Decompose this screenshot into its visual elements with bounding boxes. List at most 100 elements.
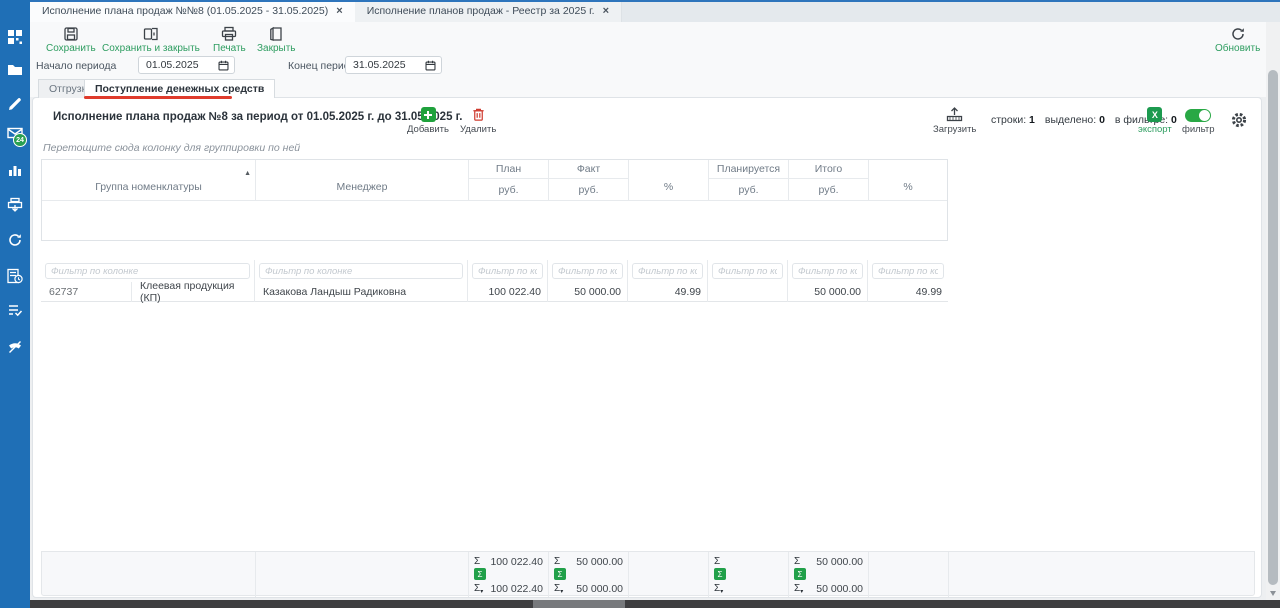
calendar-icon[interactable] [218, 60, 229, 71]
tab-plan-execution[interactable]: Исполнение плана продаж №№8 (01.05.2025 … [30, 0, 355, 22]
filter-input-plan[interactable] [472, 263, 543, 279]
export-excel-button[interactable]: X экспорт [1138, 107, 1172, 135]
total-sum: 50 000.00 [816, 556, 863, 568]
footer-plan-cell: Σ 100 022.40 Σ Σ▾ 100 022.40 [468, 552, 548, 597]
horizontal-scrollbar-thumb[interactable] [533, 600, 625, 608]
filtered-sigma: Σ▾ [554, 583, 563, 595]
sidebar-item-phone[interactable] [7, 339, 23, 355]
footer-divider [255, 552, 256, 597]
tab-close-icon[interactable]: × [336, 4, 343, 17]
close-label: Закрыть [257, 43, 296, 54]
sigma-badge-glyph: Σ [477, 569, 483, 579]
sum-menu-button[interactable]: Σ [794, 568, 806, 580]
sigma-glyph: Σ [474, 583, 481, 594]
sigma-glyph: Σ [714, 583, 721, 594]
rub-label: руб. [818, 183, 839, 196]
period-end-input[interactable] [345, 56, 442, 74]
delete-row-button[interactable]: Удалить [460, 107, 496, 135]
calendar-icon[interactable] [425, 60, 436, 71]
table-row[interactable]: 62737 Клеевая продукция (КП) Казакова Ла… [41, 280, 948, 304]
sum-menu-button[interactable]: Σ [474, 568, 486, 580]
filter-input-fact[interactable] [552, 263, 623, 279]
sigma-mark: ▾ [480, 589, 484, 595]
filter-input-group[interactable] [45, 263, 250, 279]
filter-toggle[interactable] [1185, 109, 1212, 122]
save-icon [64, 27, 78, 41]
sync-icon [9, 234, 21, 246]
period-start-input[interactable] [138, 56, 235, 74]
tab-label: Исполнение плана продаж №№8 (01.05.2025 … [42, 5, 329, 17]
add-row-button[interactable]: Добавить [407, 107, 449, 135]
filter-input-manager[interactable] [259, 263, 463, 279]
window-tabbar: Исполнение плана продаж №№8 (01.05.2025 … [30, 0, 1280, 22]
filter-cell-total-pct [867, 260, 948, 282]
filter-label: фильтр [1182, 124, 1215, 135]
scrollbar-down-arrow[interactable] [1270, 591, 1276, 596]
col-header-total[interactable]: Итого [788, 160, 868, 179]
toolbar: Сохранить Сохранить и закрыть Печать Зак… [30, 24, 1280, 56]
col-header-manager[interactable]: Менеджер [255, 160, 468, 200]
active-tab-underline [84, 96, 232, 99]
print-button[interactable]: Печать [213, 26, 246, 54]
total-filtered-sum: 50 000.00 [816, 583, 863, 595]
sort-asc-icon[interactable]: ▲ [244, 170, 251, 177]
refresh-button[interactable]: Обновить [1215, 26, 1260, 54]
col-subheader-total-rub: руб. [788, 179, 868, 200]
col-header-planned[interactable]: Планируется [708, 160, 788, 179]
col-subheader-planned-rub: руб. [708, 179, 788, 200]
sigma-glyph: Σ [554, 583, 561, 594]
save-close-label: Сохранить и закрыть [102, 43, 200, 54]
tab-plans-registry[interactable]: Исполнение планов продаж - Реестр за 202… [354, 0, 622, 22]
vertical-scrollbar[interactable] [1266, 22, 1280, 600]
sigma-badge-glyph: Σ [557, 569, 563, 579]
filter-input-planned[interactable] [712, 263, 783, 279]
period-start-field[interactable] [139, 59, 209, 71]
save-close-button[interactable]: Сохранить и закрыть [102, 26, 200, 54]
plan-filtered-sum: 100 022.40 [490, 583, 543, 595]
filter-input-total[interactable] [792, 263, 863, 279]
period-end-field[interactable] [346, 59, 416, 71]
col-header-fact[interactable]: Факт [548, 160, 628, 179]
sidebar-item-calculator[interactable] [7, 268, 23, 284]
col-pct-label: % [663, 181, 674, 193]
tab-cash-receipts[interactable]: Поступление денежных средств [84, 79, 276, 98]
refresh-icon [1231, 28, 1244, 40]
col-plan-label: План [495, 163, 522, 175]
col-group-label: Группа номенклатуры [95, 181, 202, 193]
sum-menu-button[interactable]: Σ [554, 568, 566, 580]
filter-input-plan-pct[interactable] [632, 263, 703, 279]
save-button[interactable]: Сохранить [46, 26, 96, 54]
cell-group: Клеевая продукция (КП) [131, 280, 254, 304]
sidebar-item-print-queue[interactable] [7, 197, 23, 213]
add-label: Добавить [407, 124, 449, 135]
col-header-plan-pct[interactable]: % [628, 160, 708, 200]
col-header-total-pct[interactable]: % [868, 160, 947, 200]
vertical-scrollbar-thumb[interactable] [1268, 70, 1278, 585]
sidebar-item-apps[interactable] [7, 29, 23, 45]
upload-icon [947, 107, 963, 122]
sum-sigma: Σ [554, 556, 561, 567]
tab-close-icon[interactable]: × [602, 4, 609, 17]
horizontal-scrollbar[interactable] [30, 600, 1280, 608]
col-total-label: Итого [814, 163, 843, 175]
col-header-group[interactable]: Группа номенклатуры ▲ [42, 160, 255, 200]
sum-menu-button[interactable]: Σ [714, 568, 726, 580]
sidebar-item-files[interactable] [7, 62, 23, 78]
sidebar-item-edit[interactable] [7, 96, 23, 112]
plan-execution-panel: Исполнение плана продаж №8 за период от … [32, 97, 1262, 598]
table-settings-button[interactable] [1230, 111, 1248, 129]
sidebar-item-reports[interactable] [7, 162, 23, 178]
filter-toggle-button[interactable]: фильтр [1182, 109, 1215, 135]
sidebar-item-sync[interactable] [7, 232, 23, 248]
rub-label: руб. [498, 183, 519, 196]
printer-queue-icon [7, 197, 23, 212]
filter-input-total-pct[interactable] [872, 263, 944, 279]
fact-sum: 50 000.00 [576, 556, 623, 568]
trash-icon [472, 108, 484, 121]
close-button[interactable]: Закрыть [257, 26, 296, 54]
filter-cell-plan [467, 260, 547, 282]
load-button[interactable]: Загрузить [933, 107, 976, 135]
sidebar-item-tasks[interactable] [7, 302, 23, 318]
col-header-plan[interactable]: План [468, 160, 548, 179]
